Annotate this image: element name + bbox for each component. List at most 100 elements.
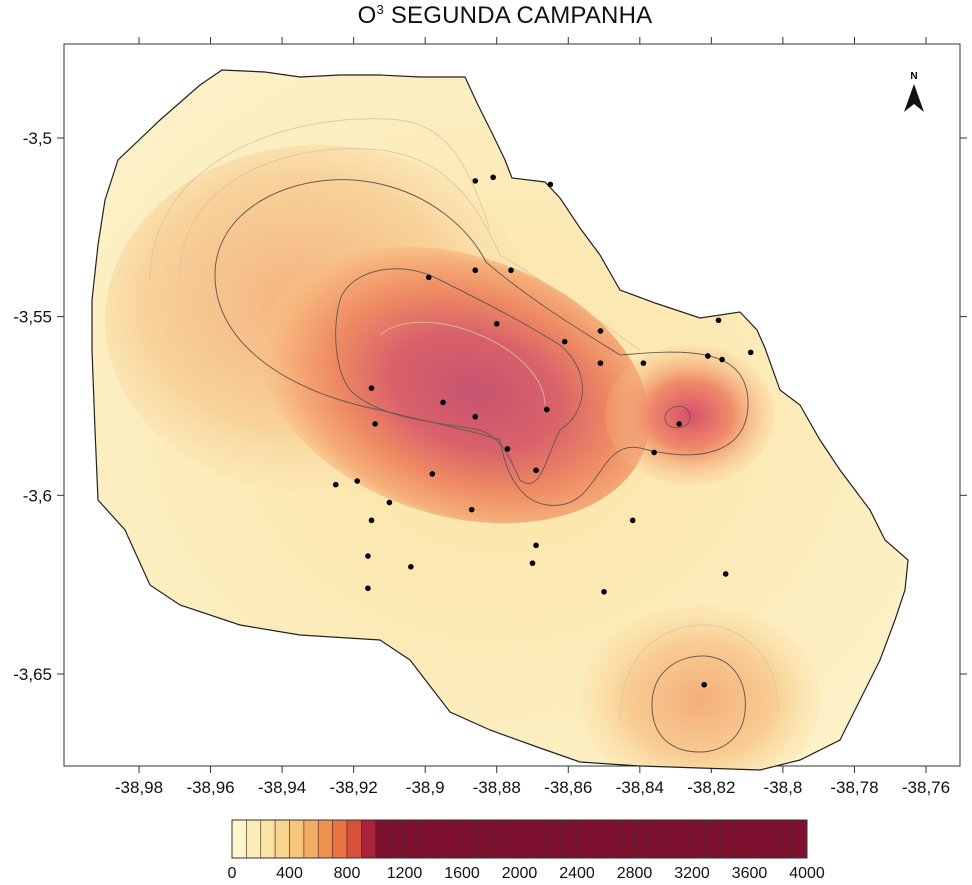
map-title: O3 SEGUNDA CAMPANHA [0, 2, 972, 30]
map-frame [63, 43, 961, 767]
sample-point [440, 399, 446, 406]
legend-swatch [562, 819, 578, 859]
sample-point [472, 413, 479, 420]
y-tick-label: -3,6 [23, 486, 52, 505]
legend-label: 1600 [444, 865, 480, 882]
sample-point [365, 585, 371, 592]
legend-swatch [634, 819, 650, 859]
frame-ticks [57, 37, 967, 773]
legend-swatch [418, 819, 434, 859]
legend-swatch [605, 819, 621, 859]
legend-swatch [246, 819, 262, 859]
sample-point [368, 385, 375, 391]
x-tick-label: -38,96 [186, 778, 234, 797]
sample-point [425, 274, 432, 281]
sample-point [547, 181, 554, 188]
contour-lines [214, 179, 749, 753]
contour-light-1 [179, 148, 641, 351]
sample-point [372, 421, 378, 427]
legend-swatch [346, 819, 362, 859]
sample-point [629, 517, 636, 524]
x-tick-label: -38,94 [258, 778, 306, 797]
sample-point [704, 353, 711, 359]
title-main: O [357, 2, 377, 29]
study-area [91, 69, 909, 771]
legend-swatch [792, 819, 808, 859]
sample-point [472, 267, 479, 274]
sample-point [715, 317, 722, 324]
sample-point [533, 467, 539, 474]
sample-point [408, 564, 414, 570]
sample-point [640, 360, 647, 366]
legend-swatch [691, 819, 707, 859]
legend-swatch [619, 819, 635, 859]
x-tick-label: -38,76 [902, 778, 950, 797]
sample-point [719, 356, 725, 363]
hotspot-main [260, 246, 650, 524]
sample-point [601, 589, 607, 595]
legend-swatch [317, 819, 333, 859]
legend-labels: 0 400 800 1200 1600 2000 2400 2800 3200 3600 4000 [228, 865, 825, 882]
sample-point [490, 174, 496, 181]
sample-points [332, 174, 754, 688]
legend-swatch [734, 819, 750, 859]
legend-label: 2800 [617, 865, 653, 882]
legend-swatch [404, 819, 420, 859]
y-tick-labels: -3,5 -3,55 -3,6 -3,65 [13, 129, 52, 684]
legend-swatch [361, 819, 377, 859]
legend-swatch [303, 819, 319, 859]
legend-label: 2400 [559, 865, 595, 882]
legend-swatch [476, 819, 492, 859]
legend-label: 4000 [789, 865, 825, 882]
title-rest: SEGUNDA CAMPANHA [383, 2, 653, 29]
legend-swatch [749, 819, 765, 859]
sample-point [597, 328, 604, 334]
contour-light-4 [379, 321, 546, 406]
legend-swatch [504, 819, 520, 859]
legend-label: 1200 [387, 865, 423, 882]
contour-light-3 [619, 624, 779, 721]
legend-swatch [720, 819, 736, 859]
y-tick-label: -3,55 [13, 308, 52, 327]
sample-point [544, 406, 550, 413]
contour-east [664, 405, 691, 429]
sample-point [508, 267, 514, 274]
x-tick-label: -38,86 [544, 778, 592, 797]
sample-point [429, 471, 436, 477]
north-arrow-label: N [910, 71, 917, 82]
x-tick-label: -38,82 [687, 778, 735, 797]
sample-point [651, 449, 657, 456]
sample-point [365, 553, 371, 559]
sample-point [368, 517, 375, 524]
sample-point [504, 446, 511, 452]
legend-swatch [706, 819, 722, 859]
x-tick-label: -38,78 [830, 778, 878, 797]
legend-label: 3600 [732, 865, 768, 882]
legend-swatches [231, 819, 808, 859]
legend-swatch [274, 819, 290, 859]
color-legend: 0 400 800 1200 1600 2000 2400 2800 3200 3600 4000 [228, 819, 825, 882]
legend-swatch [231, 819, 247, 859]
contour-lines-light [149, 118, 779, 721]
north-arrow: N [904, 71, 924, 112]
legend-label: 3200 [674, 865, 710, 882]
legend-swatch [763, 819, 779, 859]
legend-label: 800 [334, 865, 361, 882]
y-tick-label: -3,5 [23, 129, 52, 148]
sample-point [354, 478, 361, 484]
x-tick-label: -38,92 [330, 778, 378, 797]
legend-label: 2000 [502, 865, 538, 882]
legend-swatch [677, 819, 693, 859]
legend-label: 0 [228, 865, 237, 882]
sample-point [676, 421, 682, 427]
sample-point [533, 542, 539, 549]
sample-point [332, 481, 339, 488]
legend-swatch [662, 819, 678, 859]
sample-point [747, 349, 754, 356]
x-tick-label: -38,98 [115, 778, 163, 797]
legend-swatch [519, 819, 535, 859]
sample-point [493, 321, 500, 327]
north-arrow-icon [904, 84, 924, 112]
legend-swatch [389, 819, 405, 859]
